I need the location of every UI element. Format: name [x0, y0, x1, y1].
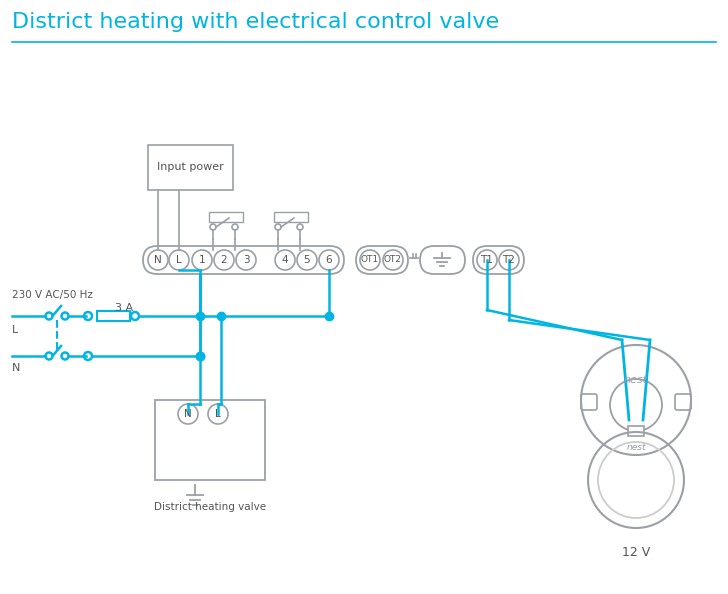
Text: 3: 3	[242, 255, 249, 265]
FancyBboxPatch shape	[274, 212, 308, 222]
Text: N: N	[12, 363, 20, 373]
Text: 12 V: 12 V	[622, 546, 650, 559]
FancyBboxPatch shape	[209, 212, 243, 222]
Circle shape	[148, 250, 168, 270]
Circle shape	[319, 250, 339, 270]
Text: L: L	[12, 325, 18, 335]
Text: District heating with electrical control valve: District heating with electrical control…	[12, 12, 499, 32]
Circle shape	[383, 250, 403, 270]
Text: 6: 6	[325, 255, 332, 265]
Text: OT2: OT2	[384, 255, 402, 264]
Text: L: L	[215, 409, 221, 419]
FancyBboxPatch shape	[148, 145, 233, 190]
Text: OT1: OT1	[361, 255, 379, 264]
FancyBboxPatch shape	[155, 400, 265, 480]
Text: nest: nest	[626, 444, 646, 453]
Text: L: L	[176, 255, 182, 265]
FancyBboxPatch shape	[628, 426, 644, 436]
Text: nest: nest	[624, 375, 648, 385]
Circle shape	[192, 250, 212, 270]
Circle shape	[360, 250, 380, 270]
Circle shape	[236, 250, 256, 270]
Text: 5: 5	[304, 255, 310, 265]
Text: 1: 1	[199, 255, 205, 265]
Text: 230 V AC/50 Hz: 230 V AC/50 Hz	[12, 290, 93, 300]
Circle shape	[499, 250, 519, 270]
Circle shape	[275, 250, 295, 270]
Text: 4: 4	[282, 255, 288, 265]
Circle shape	[178, 404, 198, 424]
Circle shape	[477, 250, 497, 270]
Text: District heating valve: District heating valve	[154, 502, 266, 512]
Text: N: N	[184, 409, 192, 419]
Text: T1: T1	[480, 255, 494, 265]
Circle shape	[208, 404, 228, 424]
FancyBboxPatch shape	[97, 311, 130, 321]
Text: Input power: Input power	[157, 163, 224, 172]
Text: 2: 2	[221, 255, 227, 265]
Text: N: N	[154, 255, 162, 265]
Circle shape	[297, 250, 317, 270]
Text: 3 A: 3 A	[115, 303, 133, 313]
Text: T2: T2	[502, 255, 515, 265]
Circle shape	[214, 250, 234, 270]
Circle shape	[169, 250, 189, 270]
